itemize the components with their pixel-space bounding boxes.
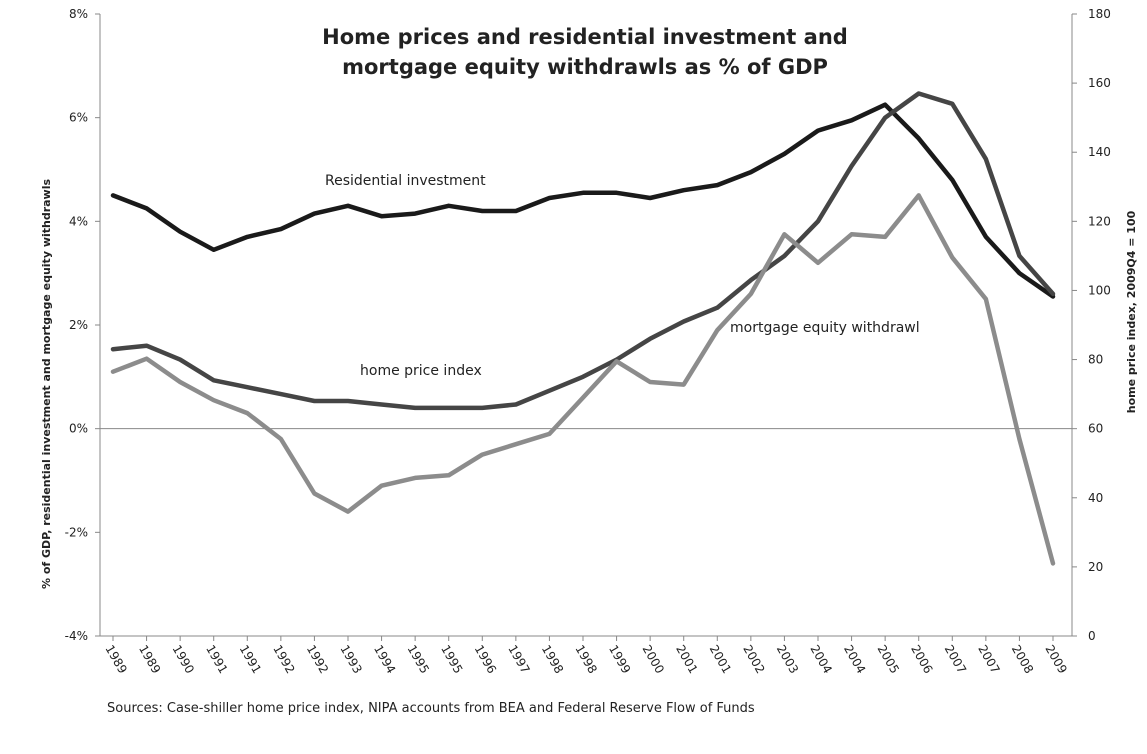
y2-tick-label: 20 bbox=[1088, 560, 1103, 574]
y2-tick-label: 160 bbox=[1088, 76, 1111, 90]
x-tick-label: 1992 bbox=[304, 643, 331, 676]
x-tick-label: 2004 bbox=[807, 643, 834, 676]
x-tick-label: 1991 bbox=[237, 643, 264, 676]
x-tick-label: 1995 bbox=[438, 643, 465, 676]
series-line bbox=[110, 193, 1056, 566]
x-tick-label: 1989 bbox=[136, 643, 163, 676]
x-tick-label: 1999 bbox=[606, 643, 633, 676]
y2-tick-label: 0 bbox=[1088, 629, 1096, 643]
y-tick-label: 0% bbox=[69, 422, 88, 436]
x-tick-label: 2009 bbox=[1042, 643, 1069, 676]
y2-axis-title: home price index, 2009Q4 = 100 bbox=[1125, 210, 1138, 413]
y-tick-label: 4% bbox=[69, 214, 88, 228]
x-tick-label: 2001 bbox=[707, 643, 734, 676]
x-tick-label: 1998 bbox=[539, 643, 566, 676]
x-tick-label: 2002 bbox=[740, 643, 767, 676]
x-tick-label: 2001 bbox=[673, 643, 700, 676]
x-tick-label: 1996 bbox=[472, 643, 499, 676]
y2-tick-label: 120 bbox=[1088, 214, 1111, 228]
y2-tick-label: 140 bbox=[1088, 145, 1111, 159]
x-tick-label: 2008 bbox=[1009, 643, 1036, 676]
x-tick-label: 2000 bbox=[640, 643, 667, 676]
x-tick-label: 1997 bbox=[505, 643, 532, 676]
x-tick-label: 2006 bbox=[908, 643, 935, 676]
x-tick-label: 1990 bbox=[170, 643, 197, 676]
x-tick-label: 1991 bbox=[203, 643, 230, 676]
x-tick-label: 1994 bbox=[371, 643, 398, 676]
x-tick-label: 2007 bbox=[975, 643, 1002, 676]
x-tick-label: 2003 bbox=[774, 643, 801, 676]
y-axis-title: % of GDP, residential investment and mor… bbox=[40, 179, 53, 590]
y-tick-label: 6% bbox=[69, 111, 88, 125]
y-tick-label: -4% bbox=[65, 629, 88, 643]
y-tick-label: -2% bbox=[65, 525, 88, 539]
chart-title: Home prices and residential investment a… bbox=[322, 25, 848, 79]
x-tick-label: 2007 bbox=[942, 643, 969, 676]
y2-tick-label: 40 bbox=[1088, 491, 1103, 505]
y2-tick-label: 80 bbox=[1088, 353, 1103, 367]
y-tick-label: 8% bbox=[69, 7, 88, 21]
x-tick-label: 1995 bbox=[405, 643, 432, 676]
y-tick-label: 2% bbox=[69, 318, 88, 332]
x-tick-label: 1993 bbox=[337, 643, 364, 676]
series-line bbox=[110, 102, 1056, 299]
x-tick-label: 2005 bbox=[875, 643, 902, 676]
series-line bbox=[110, 91, 1056, 411]
y2-tick-label: 180 bbox=[1088, 7, 1111, 21]
annotation: Residential investment bbox=[325, 173, 486, 189]
annotation: home price index bbox=[360, 363, 482, 379]
x-tick-label: 1992 bbox=[270, 643, 297, 676]
y2-tick-label: 100 bbox=[1088, 283, 1111, 297]
x-tick-label: 1998 bbox=[572, 643, 599, 676]
source-note: Sources: Case-shiller home price index, … bbox=[107, 701, 755, 716]
y2-tick-label: 60 bbox=[1088, 422, 1103, 436]
x-tick-label: 1989 bbox=[102, 643, 129, 676]
x-tick-label: 2004 bbox=[841, 643, 868, 676]
annotation: mortgage equity withdrawl bbox=[730, 320, 920, 336]
